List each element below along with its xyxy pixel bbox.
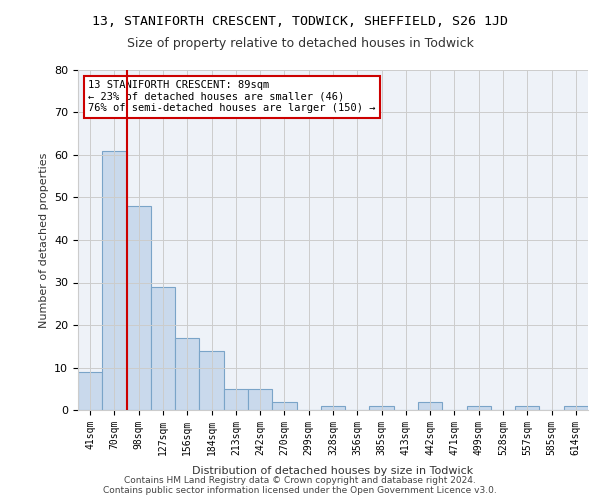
Bar	[272, 402, 296, 410]
Bar	[321, 406, 345, 410]
Bar	[127, 206, 151, 410]
Bar	[418, 402, 442, 410]
Bar	[175, 338, 199, 410]
Bar	[151, 286, 175, 410]
Bar	[248, 389, 272, 410]
Bar	[224, 389, 248, 410]
Bar	[564, 406, 588, 410]
Bar	[102, 150, 127, 410]
Text: Size of property relative to detached houses in Todwick: Size of property relative to detached ho…	[127, 38, 473, 51]
Bar	[467, 406, 491, 410]
Bar	[370, 406, 394, 410]
Text: 13 STANIFORTH CRESCENT: 89sqm
← 23% of detached houses are smaller (46)
76% of s: 13 STANIFORTH CRESCENT: 89sqm ← 23% of d…	[88, 80, 376, 114]
Y-axis label: Number of detached properties: Number of detached properties	[38, 152, 49, 328]
Text: Contains HM Land Registry data © Crown copyright and database right 2024.
Contai: Contains HM Land Registry data © Crown c…	[103, 476, 497, 495]
Bar	[199, 350, 224, 410]
Text: 13, STANIFORTH CRESCENT, TODWICK, SHEFFIELD, S26 1JD: 13, STANIFORTH CRESCENT, TODWICK, SHEFFI…	[92, 15, 508, 28]
Bar	[78, 372, 102, 410]
X-axis label: Distribution of detached houses by size in Todwick: Distribution of detached houses by size …	[193, 466, 473, 476]
Bar	[515, 406, 539, 410]
